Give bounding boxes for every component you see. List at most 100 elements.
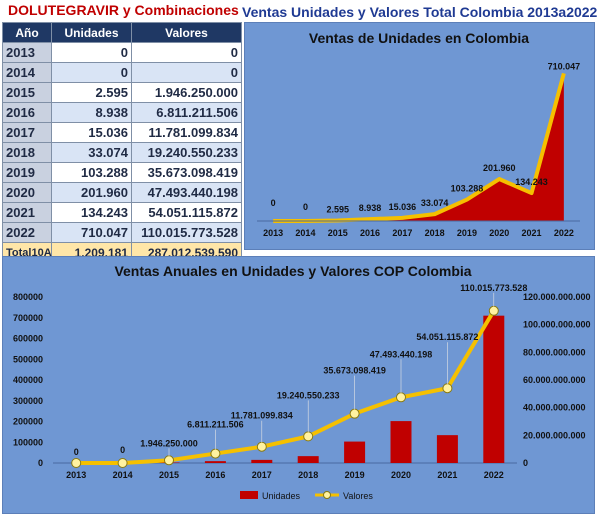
column-header-values: Valores (131, 22, 242, 43)
left-axis-tick-label: 600000 (13, 334, 43, 344)
cell-units: 134.243 (51, 202, 132, 223)
data-label: 710.047 (548, 61, 581, 71)
right-axis-tick-label: 60.000.000.000 (523, 375, 586, 385)
table-row: 2017 15.036 11.781.099.834 (2, 122, 242, 143)
cell-year: 2021 (2, 202, 52, 223)
data-label: 0 (303, 202, 308, 212)
left-axis-tick-label: 800000 (13, 292, 43, 302)
x-tick-label: 2022 (484, 470, 504, 480)
units-bar (204, 461, 226, 463)
x-tick-label: 2014 (113, 470, 133, 480)
cell-year: 2015 (2, 82, 52, 103)
units-bar (390, 421, 412, 463)
cell-year: 2016 (2, 102, 52, 123)
data-label: 54.051.115.872 (416, 332, 478, 342)
cell-year: 2013 (2, 42, 52, 63)
data-label: 0 (120, 445, 125, 455)
cell-units: 2.595 (51, 82, 132, 103)
x-tick-label: 2017 (392, 228, 412, 238)
values-line (76, 309, 496, 465)
cell-units: 0 (51, 62, 132, 83)
units-values-combo-chart-svg: Ventas Anuales en Unidades y Valores COP… (13, 263, 591, 501)
x-tick-label: 2016 (205, 470, 225, 480)
units-bar (436, 435, 458, 463)
data-label: 0 (74, 447, 79, 457)
values-point (71, 458, 82, 468)
data-label: 19.240.550.233 (277, 390, 340, 400)
values-point (303, 431, 314, 442)
sales-table: Año Unidades Valores 2013 0 0 2014 0 0 2015 2… (2, 22, 242, 263)
cell-values: 0 (131, 62, 242, 83)
units-area-chart-svg: Ventas de Unidades en Colombia 2013 2014 20… (257, 30, 581, 238)
right-axis-tick-label: 0 (523, 458, 528, 468)
x-tick-label: 2015 (159, 470, 179, 480)
left-axis-tick-label: 200000 (13, 417, 43, 427)
cell-units: 8.938 (51, 102, 132, 123)
column-header-year: Año (2, 22, 52, 43)
x-tick-label: 2018 (425, 228, 445, 238)
values-point (396, 392, 406, 403)
cell-units: 710.047 (51, 222, 132, 243)
table-row: 2019 103.288 35.673.098.419 (2, 162, 242, 183)
cell-values: 19.240.550.233 (131, 142, 242, 163)
legend-swatch-values-point (323, 491, 331, 499)
right-axis-tick-label: 40.000.000.000 (523, 403, 586, 413)
right-axis-tick-label: 100.000.000.000 (523, 320, 591, 330)
values-point (442, 383, 453, 394)
x-tick-label: 2016 (360, 228, 380, 238)
data-label: 15.036 (389, 202, 417, 212)
table-header-row: Año Unidades Valores (2, 22, 242, 43)
units-area (273, 73, 564, 221)
x-tick-label: 2013 (263, 228, 283, 238)
left-axis-tick-label: 400000 (13, 375, 43, 385)
units-bar (251, 459, 273, 463)
left-axis-tick-label: 0 (38, 458, 43, 468)
units-area-chart: Ventas de Unidades en Colombia 2013 2014 20… (244, 22, 595, 250)
cell-values: 35.673.098.419 (131, 162, 242, 183)
x-tick-label: 2019 (457, 228, 477, 238)
chart-title: Ventas Anuales en Unidades y Valores COP… (114, 263, 471, 279)
report-title: Ventas Unidades y Valores Total Colombia… (242, 4, 597, 20)
data-label: 1.946.250.000 (140, 438, 198, 448)
table-row: 2020 201.960 47.493.440.198 (2, 182, 242, 203)
x-tick-label: 2020 (391, 470, 411, 480)
chart-title: Ventas de Unidades en Colombia (309, 30, 529, 46)
data-label: 47.493.440.198 (370, 349, 433, 359)
cell-values: 1.946.250.000 (131, 82, 242, 103)
legend-label-units: Unidades (262, 491, 301, 501)
x-tick-label: 2014 (295, 228, 315, 238)
left-axis-tick-label: 500000 (13, 354, 43, 364)
cell-values: 0 (131, 42, 242, 63)
legend-swatch-units (240, 491, 258, 499)
cell-values: 11.781.099.834 (131, 122, 242, 143)
data-label: 11.781.099.834 (231, 411, 293, 421)
cell-units: 0 (51, 42, 132, 63)
table-row: 2022 710.047 110.015.773.528 (2, 222, 242, 243)
cell-units: 15.036 (51, 122, 132, 143)
cell-units: 201.960 (51, 182, 132, 203)
units-bar (483, 315, 505, 463)
x-tick-label: 2021 (522, 228, 542, 238)
cell-year: 2017 (2, 122, 52, 143)
values-point (164, 455, 174, 466)
cell-units: 33.074 (51, 142, 132, 163)
x-tick-label: 2017 (252, 470, 272, 480)
data-label: 35.673.098.419 (323, 366, 386, 376)
x-tick-label: 2022 (554, 228, 574, 238)
data-label: 0 (271, 198, 276, 208)
table-row: 2016 8.938 6.811.211.506 (2, 102, 242, 123)
values-point (256, 441, 267, 452)
cell-values: 6.811.211.506 (131, 102, 242, 123)
right-axis-tick-label: 80.000.000.000 (523, 347, 586, 357)
data-label: 8.938 (359, 203, 382, 213)
product-title: DOLUTEGRAVIR y Combinaciones (8, 2, 239, 18)
x-tick-label: 2015 (328, 228, 348, 238)
legend-label-values: Valores (343, 491, 373, 501)
data-label: 134.243 (515, 177, 548, 187)
values-point (210, 448, 221, 459)
units-bar (297, 456, 319, 463)
cell-values: 47.493.440.198 (131, 182, 242, 203)
values-point (117, 458, 128, 468)
x-tick-label: 2018 (298, 470, 318, 480)
